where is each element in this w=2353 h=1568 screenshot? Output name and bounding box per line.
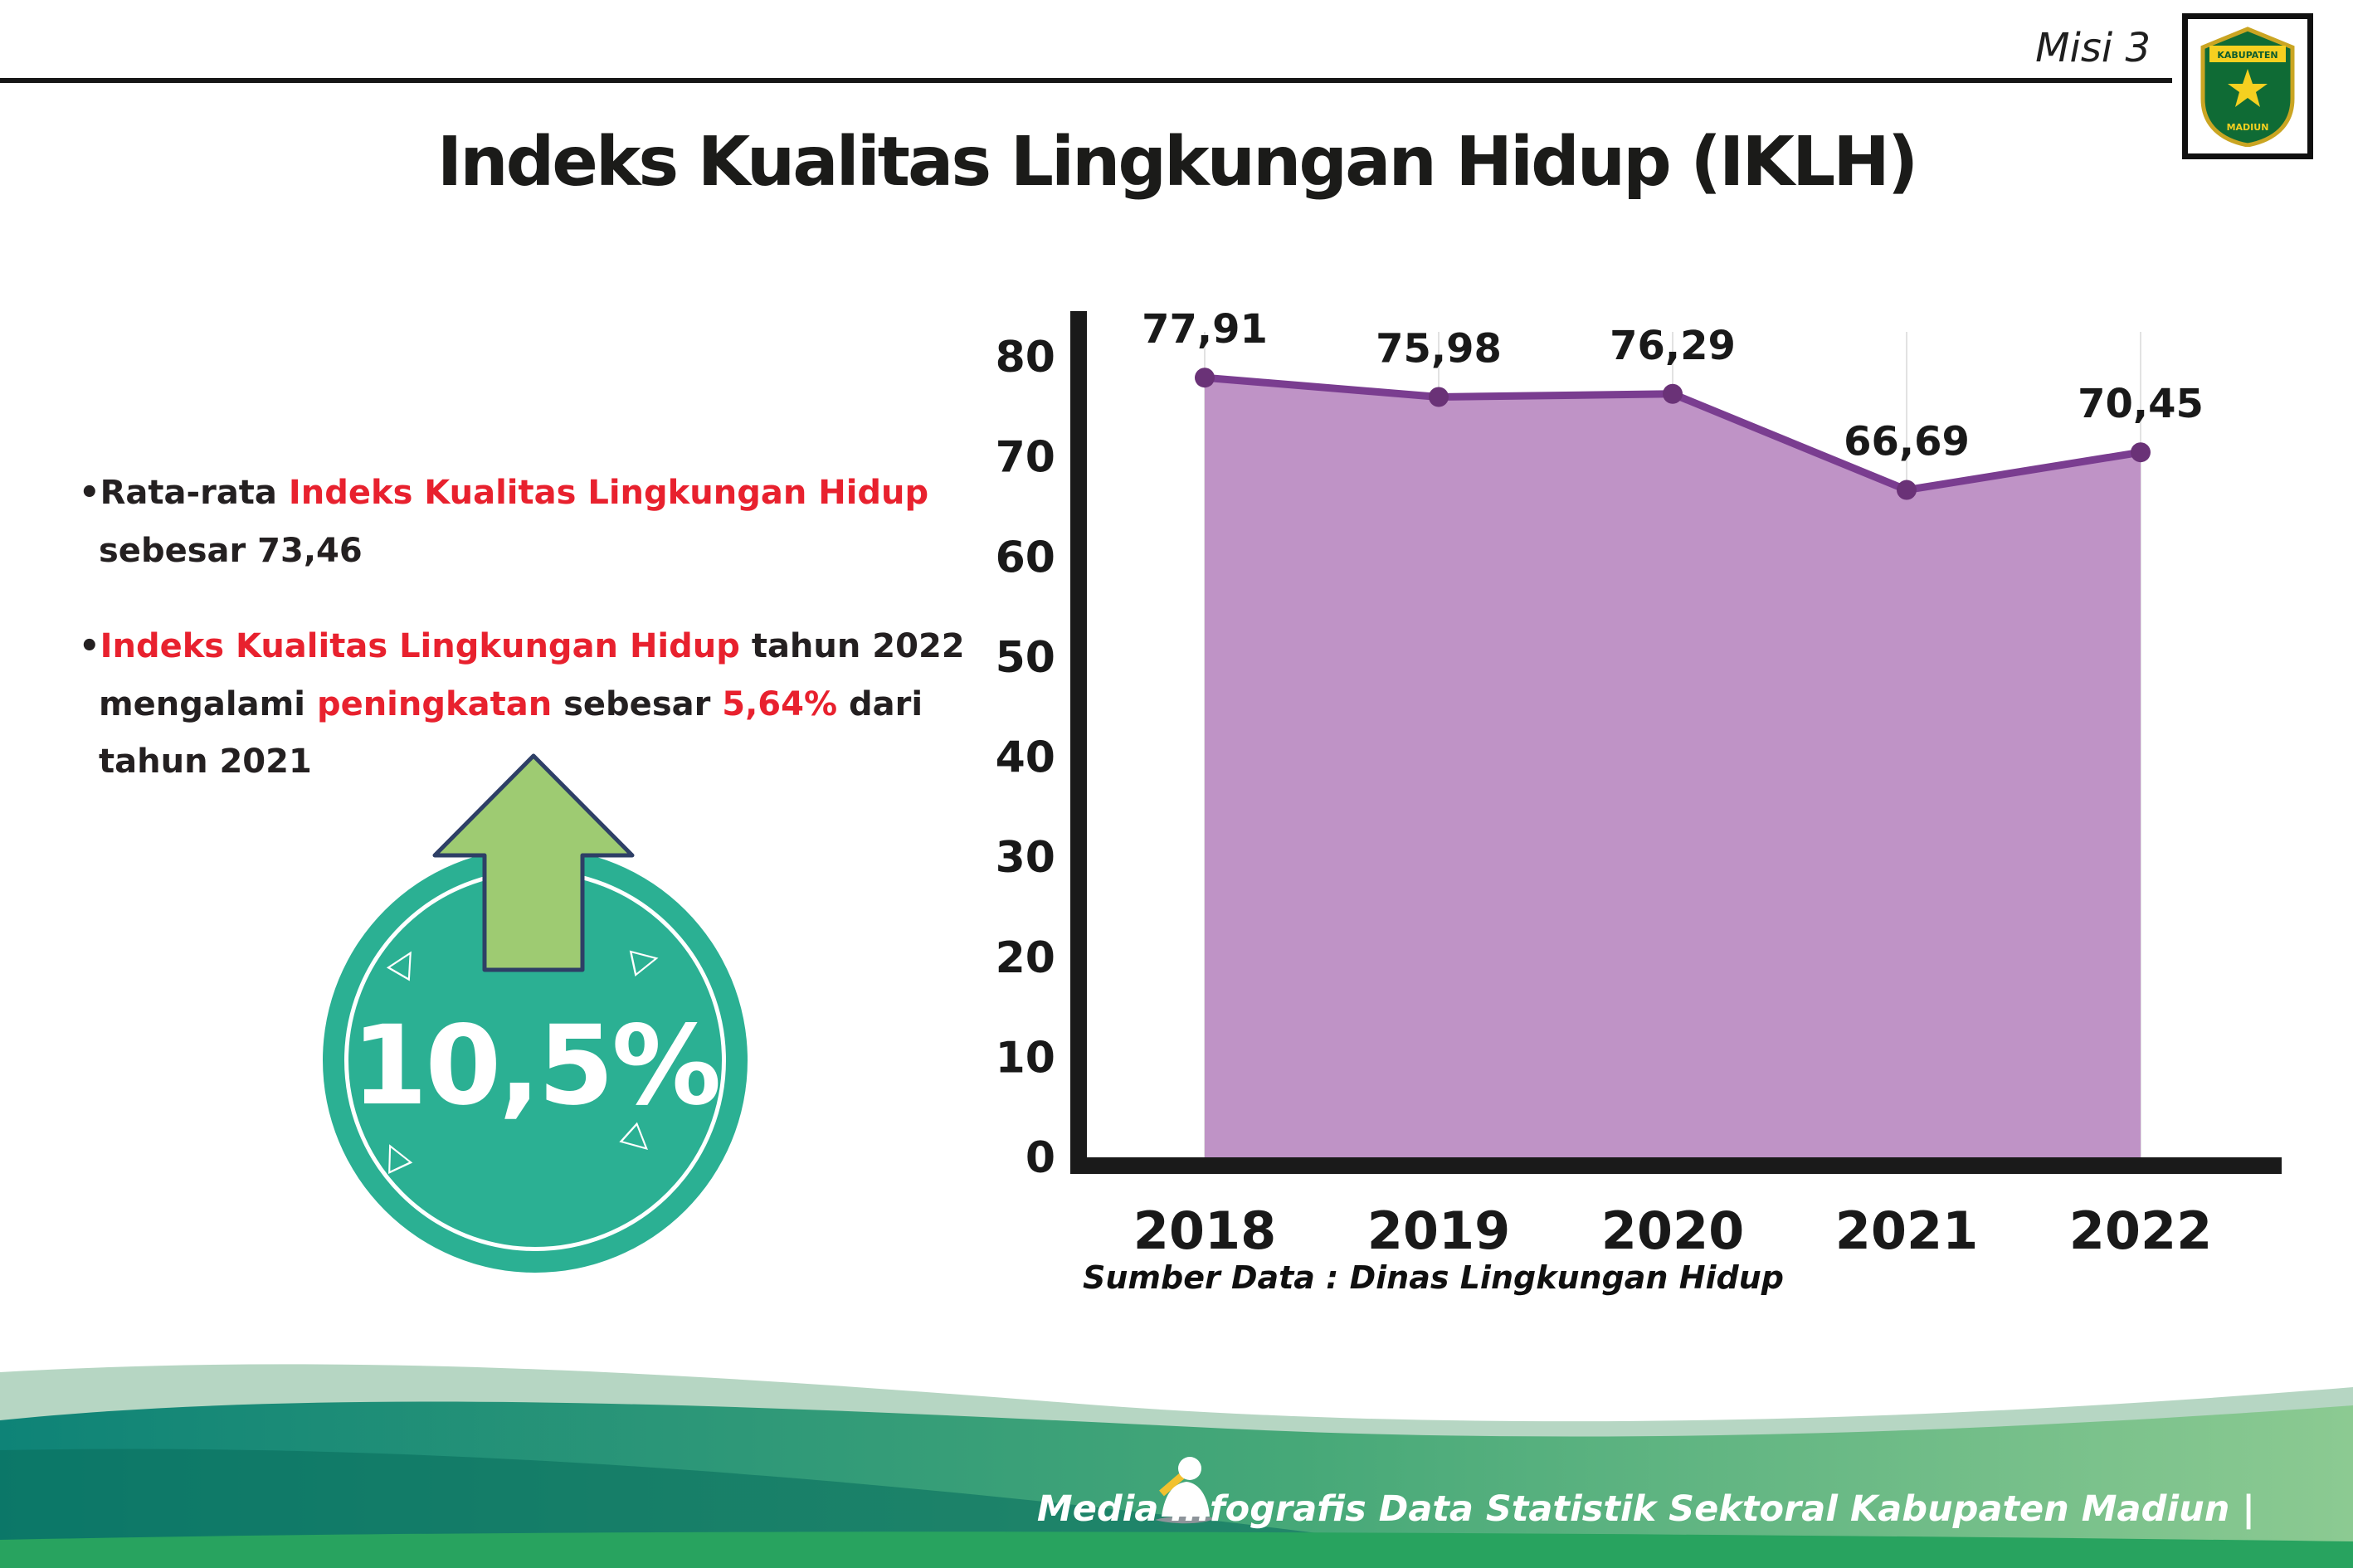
value-label: 75,98 [1376, 325, 1502, 372]
misi-label: Misi 3 [2035, 25, 2151, 71]
iklh-chart-container: 77,91 75,98 76,29 66,69 70,45 0 10 20 30 40 50 60 70… [987, 274, 2315, 1356]
logo-star-icon [2228, 69, 2268, 107]
logo-top-band [2209, 46, 2286, 62]
bullet-marker: • [79, 627, 100, 666]
y-axis [1070, 311, 1087, 1174]
header-rule [0, 78, 2172, 83]
bullet-1-line-1: •Rata-rata Indeks Kualitas Lingkungan Hi… [79, 465, 991, 523]
increase-badge: ▷ ▷ ▷ ▷ 10,5% [323, 848, 748, 1273]
b2-highlight-2: peningkatan [316, 684, 553, 723]
iklh-area-chart: 77,91 75,98 76,29 66,69 70,45 0 10 20 30 40 50 60 70… [996, 306, 2282, 1261]
logo-shield-icon: KABUPATEN MADIUN [2200, 27, 2295, 147]
x-tick-label: 2019 [1367, 1200, 1511, 1261]
notes-block: •Rata-rata Indeks Kualitas Lingkungan Hi… [79, 465, 991, 791]
x-tick-label: 2021 [1835, 1200, 1979, 1261]
x-tick-label: 2022 [2069, 1200, 2213, 1261]
b2-text-2: mengalami [99, 684, 317, 723]
footer-wave-dark [0, 1449, 1344, 1551]
value-label: 70,45 [2078, 381, 2204, 427]
source-note: Sumber Data : Dinas Lingkungan Hidup [1083, 1259, 1784, 1296]
bullet-1: •Rata-rata Indeks Kualitas Lingkungan Hi… [79, 465, 991, 580]
data-point [1195, 368, 1215, 388]
data-point [1663, 383, 1683, 404]
up-arrow-shape [432, 753, 635, 972]
value-label: 66,69 [1844, 419, 1970, 465]
value-label: 76,29 [1610, 323, 1736, 369]
b2-text-4: dari [837, 684, 923, 723]
y-tick-label: 50 [996, 633, 1055, 683]
value-label: 77,91 [1142, 306, 1268, 353]
writer-body [1162, 1482, 1210, 1517]
y-tick-label: 0 [1025, 1133, 1055, 1183]
bullet-2: •Indeks Kualitas Lingkungan Hidup tahun … [79, 618, 991, 791]
data-point [1429, 387, 1449, 407]
b1-text: Rata-rata [100, 474, 289, 512]
data-point [2131, 442, 2151, 463]
bullet-1-line-2: sebesar 73,46 [99, 531, 363, 570]
y-tick-label: 30 [996, 833, 1055, 883]
y-tick-label: 40 [996, 733, 1055, 783]
x-tick-label: 2018 [1133, 1200, 1277, 1261]
y-tick-label: 20 [996, 933, 1055, 983]
footer-bottom-band [0, 1531, 2353, 1568]
bullet-2-line-3: tahun 2021 [99, 743, 312, 782]
y-tick-label: 60 [996, 533, 1055, 582]
bullet-marker: • [79, 474, 100, 512]
writer-icon [1155, 1457, 1216, 1524]
b1-highlight: Indeks Kualitas Lingkungan Hidup [288, 474, 929, 512]
page-title: Indeks Kualitas Lingkungan Hidup (IKLH) [436, 123, 1919, 202]
data-point [1897, 480, 1917, 500]
chart-area [1205, 377, 2141, 1157]
logo-top-text: KABUPATEN [2217, 50, 2277, 61]
x-axis [1070, 1157, 2282, 1174]
b2-highlight-1: Indeks Kualitas Lingkungan Hidup [100, 627, 740, 666]
writer-shadow [1155, 1516, 1216, 1524]
bullet-2-line-1: •Indeks Kualitas Lingkungan Hidup tahun … [79, 618, 991, 676]
b2-text-3: sebesar [552, 684, 723, 723]
bullet-2-line-2: mengalami peningkatan sebesar 5,64% dari [79, 676, 991, 734]
kabupaten-madiun-logo: KABUPATEN MADIUN [2182, 13, 2313, 159]
b2-text-1: tahun 2022 [739, 627, 965, 666]
writer-head [1178, 1457, 1201, 1480]
up-arrow-icon [432, 753, 635, 972]
increase-percentage: 10,5% [351, 1002, 722, 1130]
y-tick-label: 80 [996, 333, 1055, 382]
b2-highlight-3: 5,64% [722, 684, 838, 723]
footer-caption: Media Infografis Data Statistik Sektoral… [1036, 1488, 2255, 1530]
logo-bottom-text: MADIUN [2227, 122, 2269, 133]
x-tick-label: 2020 [1601, 1200, 1745, 1261]
y-tick-label: 70 [996, 433, 1055, 483]
y-tick-label: 10 [996, 1033, 1055, 1083]
